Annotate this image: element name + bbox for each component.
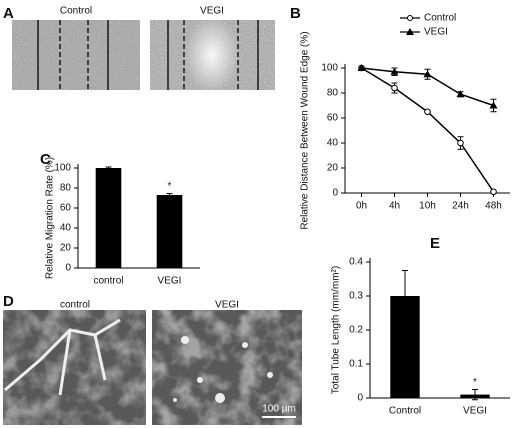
y-tick-label: 0.2: [349, 325, 363, 336]
marker: [423, 70, 432, 78]
x-tick-label: Control: [389, 406, 421, 417]
panel-label: E: [430, 235, 440, 252]
wound-images: [12, 17, 275, 93]
x-tick-label: 24h: [452, 201, 469, 212]
x-tick-label: control: [93, 276, 123, 287]
image-label: control: [60, 300, 90, 311]
image-label: VEGI: [200, 6, 224, 17]
bar: [95, 168, 122, 268]
panel-label: A: [3, 5, 14, 22]
x-tick-label: VEGI: [463, 406, 487, 417]
x-tick-label: 48h: [485, 201, 502, 212]
series-line: [361, 67, 495, 193]
y-tick-label: 0.3: [349, 291, 363, 302]
y-axis-label: Total Tube Length (mm/mm²): [331, 266, 342, 394]
x-tick-label: 10h: [419, 201, 436, 212]
bar: [156, 195, 183, 268]
marker: [489, 101, 498, 109]
tube-images: [3, 310, 302, 425]
y-tick-label: 80: [60, 183, 72, 194]
cells: [173, 336, 273, 403]
y-tick-label: 40: [327, 138, 339, 149]
x-tick-label: 0h: [356, 201, 367, 212]
image-texture: [12, 20, 140, 90]
error-bar: [105, 166, 112, 170]
panel-label: D: [3, 293, 14, 310]
y-tick-label: 60: [327, 113, 339, 124]
y-tick-label: 20: [60, 243, 72, 254]
y-tick-label: 60: [60, 203, 72, 214]
legend-label: Control: [424, 13, 456, 24]
y-tick-label: 0: [357, 393, 363, 404]
marker: [390, 67, 399, 75]
legend-marker: [406, 28, 414, 35]
annotation: *: [168, 181, 172, 192]
marker: [490, 188, 497, 196]
y-tick-label: 0.1: [349, 359, 363, 370]
annotation: *: [473, 377, 477, 388]
wound-gap: [184, 17, 240, 93]
y-tick-label: 80: [327, 88, 339, 99]
image-label: Control: [60, 6, 92, 17]
tubes: [4, 318, 121, 396]
marker: [424, 108, 431, 116]
y-tick-label: 0: [65, 263, 71, 274]
error-bar: [402, 270, 408, 322]
legend-label: VEGI: [424, 27, 448, 38]
y-tick-label: 20: [327, 163, 339, 174]
marker: [391, 84, 398, 92]
marker: [357, 64, 366, 71]
y-tick-label: 100: [321, 63, 338, 74]
scale-bar-label: 100 µm: [262, 404, 296, 415]
panel-label: C: [40, 151, 51, 168]
x-tick-label: VEGI: [158, 276, 182, 287]
y-axis-label: Relative Distance Between Wound Edge (%): [300, 31, 311, 229]
x-tick-label: 4h: [389, 201, 400, 212]
legend-marker: [407, 15, 413, 21]
marker: [456, 90, 465, 98]
image-texture: [152, 310, 302, 425]
image-texture: [3, 310, 146, 425]
y-tick-label: 0: [332, 188, 338, 199]
panel-label: B: [290, 5, 301, 22]
y-tick-label: 0.4: [349, 257, 363, 268]
wound-lines: [37, 20, 259, 90]
error-bar: [472, 389, 478, 401]
y-tick-label: 100: [54, 163, 71, 174]
y-tick-label: 40: [60, 223, 72, 234]
marker: [457, 139, 464, 147]
y-axis-label: Relative Migration Rate (%): [45, 157, 56, 279]
image-label: VEGI: [215, 300, 239, 311]
error-bar: [166, 193, 173, 197]
